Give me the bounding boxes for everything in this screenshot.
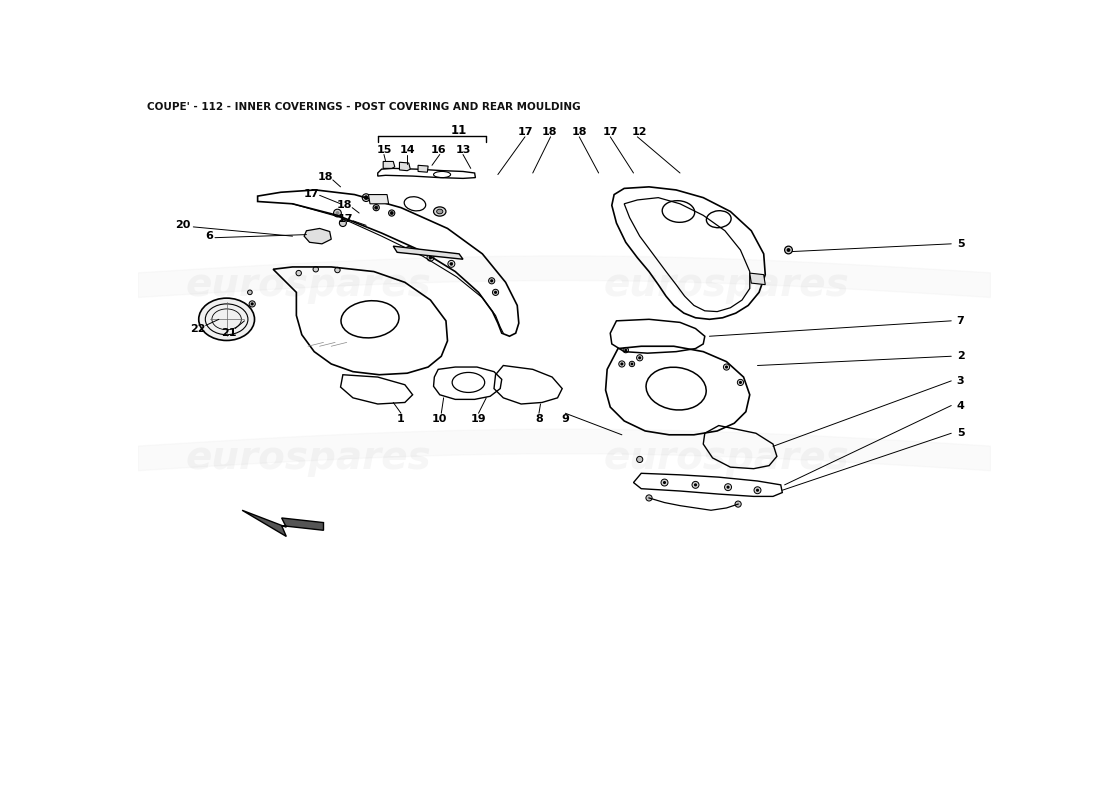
Text: eurospares: eurospares	[604, 439, 849, 477]
Polygon shape	[399, 162, 410, 170]
Text: eurospares: eurospares	[185, 439, 431, 477]
Circle shape	[625, 349, 627, 351]
Circle shape	[488, 278, 495, 284]
Circle shape	[405, 246, 412, 254]
Circle shape	[694, 483, 697, 486]
Circle shape	[333, 209, 341, 217]
Circle shape	[726, 486, 729, 489]
Circle shape	[737, 379, 744, 386]
Circle shape	[373, 205, 380, 210]
Text: 14: 14	[399, 145, 415, 155]
Text: 11: 11	[451, 124, 468, 137]
Circle shape	[620, 362, 624, 366]
Circle shape	[248, 290, 252, 294]
Circle shape	[663, 481, 666, 484]
Text: 16: 16	[430, 145, 446, 155]
Circle shape	[735, 501, 741, 507]
Circle shape	[334, 267, 340, 273]
Text: 8: 8	[535, 414, 542, 424]
Circle shape	[756, 489, 759, 492]
Circle shape	[692, 482, 698, 488]
Text: 18: 18	[318, 172, 333, 182]
Text: 12: 12	[631, 127, 648, 137]
Text: 15: 15	[376, 145, 392, 155]
Circle shape	[249, 301, 255, 307]
Circle shape	[491, 279, 493, 282]
Text: 21: 21	[221, 328, 236, 338]
Circle shape	[619, 361, 625, 367]
Circle shape	[390, 211, 394, 214]
Text: 22: 22	[190, 323, 206, 334]
Circle shape	[450, 262, 453, 266]
Text: 4: 4	[957, 401, 965, 410]
Ellipse shape	[433, 207, 446, 216]
Circle shape	[407, 249, 410, 251]
Circle shape	[630, 362, 634, 366]
Text: 9: 9	[561, 414, 569, 424]
Text: 1: 1	[397, 414, 405, 424]
Text: 17: 17	[603, 127, 618, 137]
Circle shape	[724, 364, 729, 370]
Polygon shape	[418, 166, 428, 172]
Ellipse shape	[199, 298, 254, 341]
Text: 5: 5	[957, 239, 965, 249]
Circle shape	[623, 347, 628, 353]
Circle shape	[251, 302, 254, 306]
Circle shape	[725, 484, 732, 490]
Circle shape	[364, 196, 368, 199]
Circle shape	[427, 254, 433, 261]
Circle shape	[637, 354, 642, 361]
Polygon shape	[368, 194, 388, 204]
Text: 19: 19	[471, 414, 486, 424]
Text: 2: 2	[957, 351, 965, 362]
Polygon shape	[394, 246, 463, 259]
Circle shape	[661, 479, 668, 486]
Polygon shape	[383, 162, 395, 168]
Text: 18: 18	[542, 127, 558, 137]
Circle shape	[340, 219, 346, 226]
Circle shape	[784, 246, 792, 254]
Circle shape	[786, 248, 791, 252]
Circle shape	[638, 356, 641, 359]
Text: 13: 13	[455, 145, 471, 155]
Text: 17: 17	[304, 189, 320, 198]
Text: 3: 3	[957, 376, 965, 386]
Polygon shape	[242, 510, 323, 537]
Text: 20: 20	[175, 220, 190, 230]
Text: COUPE' - 112 - INNER COVERINGS - POST COVERING AND REAR MOULDING: COUPE' - 112 - INNER COVERINGS - POST CO…	[146, 102, 581, 112]
Circle shape	[448, 260, 455, 267]
Circle shape	[362, 194, 370, 202]
Circle shape	[336, 211, 340, 215]
Circle shape	[388, 210, 395, 216]
Polygon shape	[304, 229, 331, 244]
Circle shape	[725, 366, 728, 369]
Polygon shape	[750, 273, 766, 285]
Text: 6: 6	[205, 231, 212, 241]
Text: 10: 10	[432, 414, 448, 424]
Circle shape	[637, 456, 642, 462]
Circle shape	[429, 256, 432, 259]
Text: eurospares: eurospares	[185, 266, 431, 304]
Text: 18: 18	[337, 200, 352, 210]
Circle shape	[296, 270, 301, 276]
Circle shape	[494, 291, 497, 294]
Text: 18: 18	[572, 127, 587, 137]
Circle shape	[754, 486, 761, 494]
Text: 17: 17	[517, 127, 532, 137]
Text: eurospares: eurospares	[604, 266, 849, 304]
Ellipse shape	[437, 209, 443, 214]
Text: 17: 17	[338, 214, 353, 224]
Text: 7: 7	[957, 316, 965, 326]
Circle shape	[375, 206, 377, 209]
Circle shape	[493, 290, 498, 295]
Text: 5: 5	[957, 428, 965, 438]
Circle shape	[739, 381, 742, 384]
Circle shape	[629, 362, 635, 366]
Circle shape	[314, 266, 319, 272]
Circle shape	[646, 495, 652, 501]
